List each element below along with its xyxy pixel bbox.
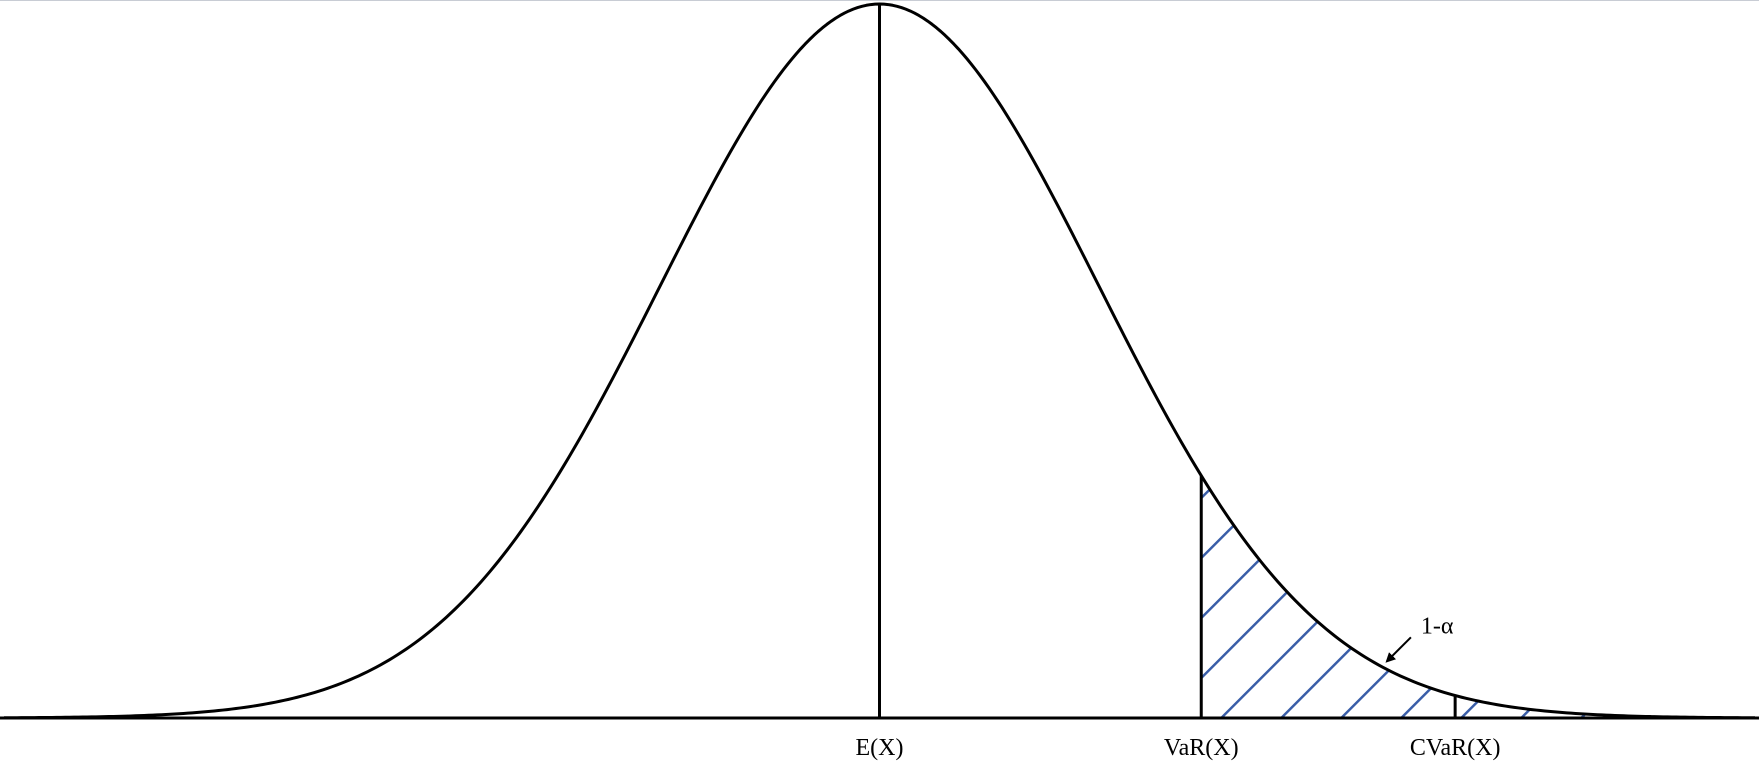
- hatch-line: [1520, 475, 1755, 718]
- hatch-line: [1580, 475, 1755, 718]
- hatch-line: [1340, 475, 1743, 718]
- hatch-line: [1460, 475, 1755, 718]
- hatch-line: [1201, 475, 1443, 718]
- hatch-line: [1201, 475, 1323, 718]
- annotation-label: 1-α: [1421, 613, 1454, 639]
- hatch-line: [1201, 475, 1203, 718]
- marker-lines: [878, 4, 1457, 718]
- hatch-line: [1700, 475, 1755, 718]
- hatch-line: [1640, 475, 1755, 718]
- top-border: [0, 0, 1759, 1]
- var-label: VaR(X): [1164, 735, 1239, 761]
- hatch-line: [1280, 475, 1683, 718]
- hatch-line: [1220, 475, 1623, 718]
- hatch-line: [1400, 475, 1755, 718]
- hatch-line: [1201, 475, 1383, 718]
- shaded-tail-region: [1201, 475, 1755, 718]
- tail-probability-annotation: 1-α: [1385, 613, 1454, 663]
- hatch-line: [1201, 475, 1503, 718]
- mean-label: E(X): [856, 735, 904, 761]
- cvar-label: CVaR(X): [1410, 735, 1501, 761]
- hatch-line: [1201, 475, 1563, 718]
- annotation-arrow: [1385, 636, 1412, 663]
- x-axis-labels: E(X) VaR(X) CVaR(X): [856, 735, 1501, 761]
